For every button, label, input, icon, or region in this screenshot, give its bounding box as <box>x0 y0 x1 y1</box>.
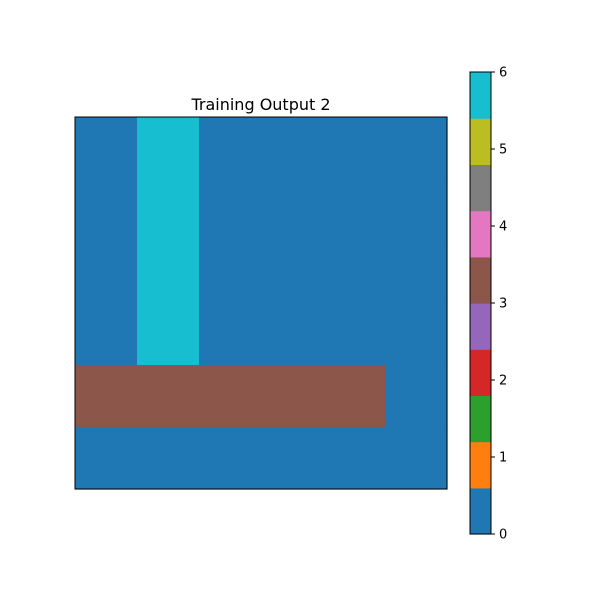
heatmap-cell <box>137 303 200 366</box>
heatmap-cell <box>323 117 386 180</box>
colorbar-tick-label: 3 <box>499 297 507 312</box>
colorbar: 0 1 2 3 4 5 6 <box>469 66 507 543</box>
heatmap-cell <box>137 179 200 242</box>
heatmap-cell <box>385 303 448 366</box>
heatmap-cell <box>75 427 138 490</box>
colorbar-tick-label: 0 <box>499 528 507 543</box>
heatmap-cell <box>199 365 262 428</box>
heatmap-cell <box>385 117 448 180</box>
colorbar-tick-label: 6 <box>499 66 507 81</box>
heatmap-cell <box>75 241 138 304</box>
heatmap-cell <box>323 427 386 490</box>
heatmap-area <box>75 117 448 490</box>
heatmap-frame <box>74 116 448 490</box>
heatmap-cell <box>323 179 386 242</box>
heatmap-cell <box>385 365 448 428</box>
colorbar-segment <box>470 303 491 350</box>
colorbar-tick-label: 1 <box>499 451 507 466</box>
colorbar-segment <box>470 118 491 165</box>
colorbar-segment <box>470 256 491 304</box>
heatmap-cell <box>323 365 386 428</box>
colorbar-segment <box>470 441 491 489</box>
heatmap-cell <box>199 117 262 180</box>
colorbar-segment <box>470 210 491 258</box>
colorbar-segment <box>470 349 491 396</box>
heatmap-cell <box>137 427 200 490</box>
heatmap-cell <box>75 303 138 366</box>
heatmap-cell <box>385 241 448 304</box>
heatmap-cell <box>261 427 324 490</box>
colorbar-tick-label: 2 <box>499 374 507 389</box>
heatmap-cell <box>385 179 448 242</box>
heatmap-cell <box>75 365 138 428</box>
colorbar-segment <box>470 395 491 443</box>
heatmap-cell <box>199 241 262 304</box>
colorbar-segment <box>470 164 491 212</box>
colorbar-segment <box>470 72 491 119</box>
heatmap-cell <box>385 427 448 490</box>
heatmap-cell <box>261 303 324 366</box>
heatmap-cell <box>261 117 324 180</box>
heatmap-cell <box>323 241 386 304</box>
heatmap-cell <box>137 241 200 304</box>
heatmap-cell <box>261 241 324 304</box>
heatmap-cell <box>261 365 324 428</box>
heatmap-cell <box>75 179 138 242</box>
colorbar-tick-label: 4 <box>499 220 507 235</box>
heatmap-cell <box>323 303 386 366</box>
heatmap-cell <box>137 117 200 180</box>
colorbar-segment <box>470 487 491 535</box>
heatmap-cell <box>75 117 138 180</box>
heatmap-cell <box>199 303 262 366</box>
heatmap-cell <box>261 179 324 242</box>
heatmap-cell <box>199 179 262 242</box>
colorbar-tick-label: 5 <box>499 143 507 158</box>
heatmap-cell <box>199 427 262 490</box>
heatmap-cell <box>137 365 200 428</box>
chart-title: Training Output 2 <box>190 95 330 114</box>
